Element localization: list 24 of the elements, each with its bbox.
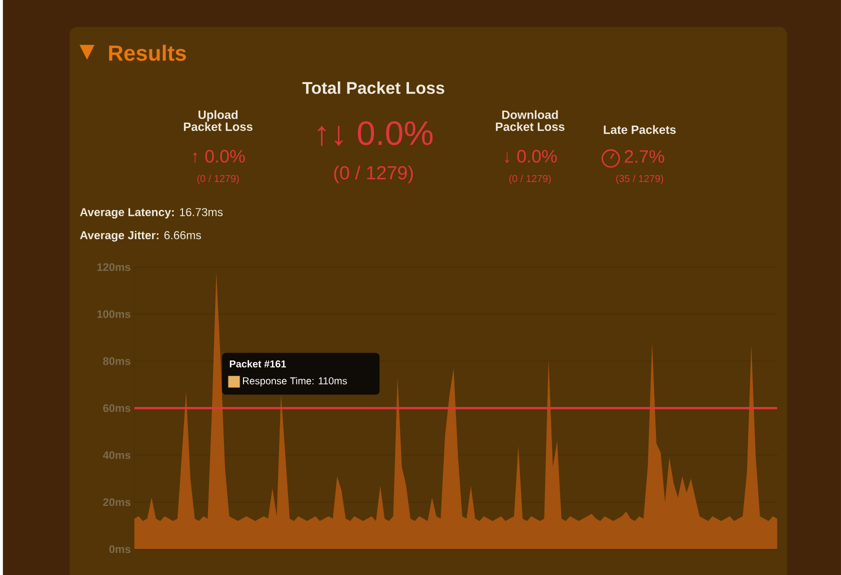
text: Late Packets [604,125,676,134]
annotation: Response Time: 110ms [243,377,347,386]
text: Download Packet Loss [496,110,564,131]
y-tick-label: 40ms [102,451,130,459]
text: Total Packet Loss [302,81,444,94]
text: Average Latency: 16.73ms [80,208,223,218]
annotation: Packet #161 [230,360,286,368]
text: (0 / 1279) [197,174,239,184]
text: Average Jitter: 6.66ms [80,230,201,242]
y-tick-label: 80ms [103,357,130,365]
y-tick-label: 0ms [109,545,130,554]
text: (35 / 1279) [616,174,664,184]
chart-title: Results [109,44,186,61]
text: Upload Packet Loss [184,110,252,131]
text: ↓ 0.0% [504,150,557,163]
y-tick-label: 100ms [97,310,130,318]
y-tick-label: 120ms [97,263,130,271]
text: (0 / 1279) [334,166,413,184]
y-tick-label: 60ms [103,404,130,412]
text: (0 / 1279) [509,174,551,184]
y-tick-label: 20ms [103,498,130,506]
text: ↑↓ 0.0% [318,121,433,146]
text: 2.7% [624,150,664,163]
text: ↑ 0.0% [193,150,245,163]
